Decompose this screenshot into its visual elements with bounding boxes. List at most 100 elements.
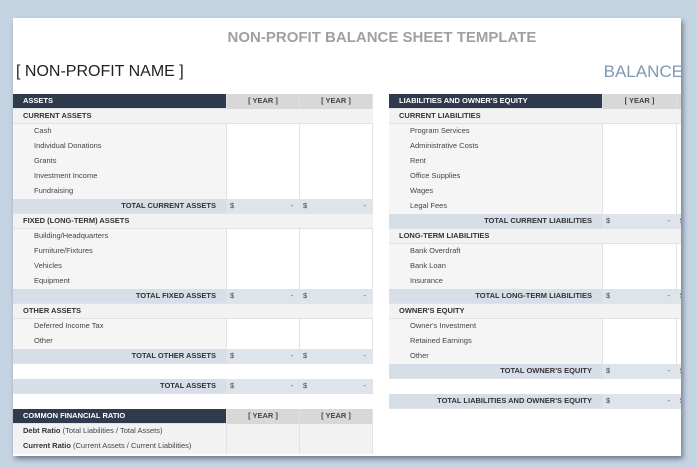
item-label: Legal Fees: [389, 199, 603, 214]
value-cell[interactable]: [300, 154, 373, 169]
value-cell[interactable]: [603, 199, 677, 214]
item-row: Vehicles: [13, 259, 373, 274]
item-label: Other: [13, 334, 227, 349]
value-cell[interactable]: $-: [227, 349, 300, 364]
value-cell[interactable]: [300, 259, 373, 274]
value-cell[interactable]: [300, 184, 373, 199]
item-label: Administrative Costs: [389, 139, 603, 154]
value-cell[interactable]: [677, 124, 681, 139]
item-label: Grants: [13, 154, 227, 169]
value-cell[interactable]: [677, 319, 681, 334]
value-cell[interactable]: [227, 334, 300, 349]
total-row: TOTAL CURRENT ASSETS $ - $ -: [13, 199, 373, 214]
value-cell[interactable]: [300, 244, 373, 259]
value-cell[interactable]: [603, 169, 677, 184]
value-cell[interactable]: [603, 244, 677, 259]
year-header[interactable]: [ YEAR ]: [300, 94, 373, 109]
liabilities-rows: LIABILITIES AND OWNER'S EQUITY[ YEAR ][ …: [389, 94, 681, 409]
value-cell[interactable]: [677, 274, 681, 289]
item-row: Fundraising: [13, 184, 373, 199]
year-header[interactable]: [ YEAR ]: [300, 409, 373, 424]
value-cell[interactable]: $-: [227, 379, 300, 394]
value-cell[interactable]: $-: [300, 289, 373, 304]
value-cell[interactable]: [300, 124, 373, 139]
value-cell[interactable]: [603, 184, 677, 199]
liabilities-table: LIABILITIES AND OWNER'S EQUITY[ YEAR ][ …: [389, 94, 681, 409]
total-row: TOTAL OTHER ASSETS $ - $ -: [13, 349, 373, 364]
value-cell[interactable]: [603, 319, 677, 334]
currency-symbol: $: [303, 291, 308, 300]
section-row: LONG-TERM LIABILITIES: [389, 229, 681, 244]
value-cell[interactable]: $-: [677, 394, 681, 409]
value-cell[interactable]: [677, 139, 681, 154]
value-cell[interactable]: [677, 259, 681, 274]
value-cell[interactable]: $-: [603, 214, 677, 229]
section-label: FIXED (LONG-TERM) ASSETS: [23, 216, 130, 225]
value-cell[interactable]: [603, 124, 677, 139]
value-cell[interactable]: [227, 244, 300, 259]
currency-symbol: $: [230, 201, 235, 210]
value-cell[interactable]: [603, 334, 677, 349]
value-cell[interactable]: $-: [677, 364, 681, 379]
year-header[interactable]: [ YEAR ]: [227, 94, 300, 109]
total-value: -: [667, 291, 671, 300]
currency-symbol: $: [303, 351, 308, 360]
value-cell[interactable]: [300, 274, 373, 289]
value-cell[interactable]: [227, 124, 300, 139]
value-cell[interactable]: [603, 139, 677, 154]
value-cell[interactable]: [227, 274, 300, 289]
value-cell[interactable]: [677, 244, 681, 259]
item-row: Other: [389, 349, 681, 364]
value-cell[interactable]: [300, 169, 373, 184]
item-row: Other: [13, 334, 373, 349]
year-header[interactable]: [ YEAR ]: [227, 409, 300, 424]
year-header[interactable]: [ YEAR ]: [603, 94, 677, 109]
org-name-field[interactable]: [ NON-PROFIT NAME ]: [16, 63, 184, 80]
value-cell[interactable]: [300, 439, 373, 454]
value-cell[interactable]: $-: [300, 349, 373, 364]
value-cell[interactable]: $-: [300, 379, 373, 394]
value-cell[interactable]: [227, 229, 300, 244]
item-row: Deferred Income Tax: [13, 319, 373, 334]
value-cell[interactable]: [677, 169, 681, 184]
value-cell[interactable]: [227, 259, 300, 274]
value-cell[interactable]: [677, 154, 681, 169]
value-cell[interactable]: [603, 274, 677, 289]
liabilities-header-row: LIABILITIES AND OWNER'S EQUITY[ YEAR ][ …: [389, 94, 681, 109]
currency-symbol: $: [680, 289, 681, 304]
value-cell[interactable]: [227, 439, 300, 454]
value-cell[interactable]: [227, 154, 300, 169]
value-cell[interactable]: [227, 184, 300, 199]
total-value: -: [290, 381, 294, 390]
value-cell[interactable]: [677, 334, 681, 349]
value-cell[interactable]: [603, 259, 677, 274]
value-cell[interactable]: [300, 139, 373, 154]
value-cell[interactable]: $-: [227, 199, 300, 214]
year-header[interactable]: [ YEAR ]: [677, 94, 681, 109]
blank-row: [13, 394, 373, 409]
value-cell[interactable]: [603, 349, 677, 364]
value-cell[interactable]: $-: [300, 199, 373, 214]
value-cell[interactable]: [603, 154, 677, 169]
value-cell[interactable]: $-: [603, 364, 677, 379]
value-cell[interactable]: $-: [677, 289, 681, 304]
value-cell[interactable]: $-: [227, 289, 300, 304]
header-label: COMMON FINANCIAL RATIO: [13, 409, 227, 424]
item-label: Cash: [13, 124, 227, 139]
value-cell[interactable]: [300, 229, 373, 244]
value-cell[interactable]: [677, 199, 681, 214]
value-cell[interactable]: $-: [603, 394, 677, 409]
value-cell[interactable]: [300, 424, 373, 439]
value-cell[interactable]: [227, 169, 300, 184]
currency-symbol: $: [303, 381, 308, 390]
value-cell[interactable]: [677, 184, 681, 199]
value-cell[interactable]: [300, 334, 373, 349]
value-cell[interactable]: [677, 349, 681, 364]
value-cell[interactable]: $-: [603, 289, 677, 304]
value-cell[interactable]: [227, 424, 300, 439]
value-cell[interactable]: [227, 319, 300, 334]
header-label: ASSETS: [13, 94, 227, 109]
value-cell[interactable]: [300, 319, 373, 334]
value-cell[interactable]: [227, 139, 300, 154]
value-cell[interactable]: $-: [677, 214, 681, 229]
